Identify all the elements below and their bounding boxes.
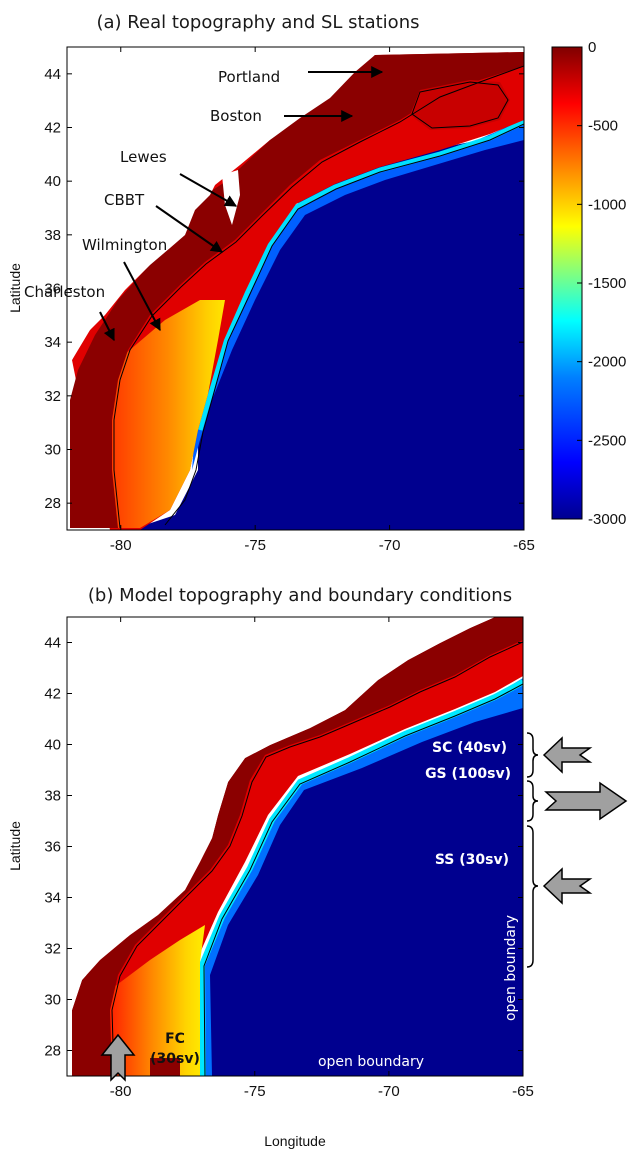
panel-b-x-tick-label: -80: [110, 1083, 132, 1100]
fc-inflow-zone: [150, 1058, 180, 1076]
panel-a-y-tick-label: 30: [44, 442, 61, 459]
bracket-sc: [526, 732, 539, 778]
panel-b-contour-shallow: [111, 641, 523, 1076]
panel-a-title: (a) Real topography and SL stations: [97, 12, 420, 33]
panel-b-x-axis: -80 -75 -70 -65: [110, 617, 534, 1100]
panel-b-y-tick-label: 44: [44, 635, 61, 652]
panel-a-x-tick-label: -65: [513, 537, 535, 554]
panel-b-shelf-south: [110, 925, 205, 1076]
panel-b-x-tick-label: -75: [244, 1083, 266, 1100]
station-arrow-wilmington: [123, 261, 161, 332]
panel-a-y-label: Latitude: [7, 263, 23, 313]
panel-a-gulf-of-maine: [410, 80, 510, 130]
open-boundary-label-east: open boundary: [503, 915, 519, 1021]
panel-a-x-axis: -80 -75 -70 -65: [110, 47, 535, 554]
colorbar-tick-label: -1000: [588, 196, 626, 213]
panel-b-contour-deep: [203, 683, 523, 1076]
bc-label-fc: FC: [165, 1031, 185, 1047]
station-label-portland: Portland: [218, 68, 280, 86]
panel-a-y-tick-label: 28: [44, 495, 61, 512]
panel-a-y-tick-label: 42: [44, 120, 61, 137]
panel-b-y-tick-label: 40: [44, 737, 61, 754]
panel-a-contour-deep: [164, 123, 524, 526]
panel-b-deep-ocean: [206, 680, 523, 1076]
panel-a-y-tick-label: 38: [44, 227, 61, 244]
panel-a-slope-edge: [197, 119, 524, 431]
panel-a-y-tick-label: 44: [44, 66, 61, 83]
panel-b-y-axis: 44 42 40 38 36 34 32 30 28: [44, 635, 523, 1060]
panel-b-y-tick-label: 42: [44, 686, 61, 703]
colorbar-ticks: 0 -500 -1000 -1500 -2000 -2500 -3000: [577, 39, 626, 528]
panel-b-x-tick-label: -65: [512, 1083, 534, 1100]
panel-b-y-tick-label: 34: [44, 890, 61, 907]
panel-b-y-tick-label: 30: [44, 992, 61, 1009]
panel-b-land-mask: [67, 617, 495, 1076]
bc-label-ss: SS (30sv): [435, 852, 509, 868]
panel-a-map: [67, 47, 524, 530]
gs-outflow-arrow: [544, 781, 628, 821]
panel-a-x-tick-label: -80: [110, 537, 132, 554]
panel-a-stations: Portland Boston Lewes CBBT Wilmington Ch…: [24, 66, 384, 342]
colorbar-tick-label: -500: [588, 118, 618, 135]
panel-a-x-tick-label: -70: [379, 537, 401, 554]
colorbar-tick-label: -1500: [588, 275, 626, 292]
colorbar-tick-label: -2500: [588, 432, 626, 449]
panel-b-title: (b) Model topography and boundary condit…: [88, 585, 512, 606]
station-label-wilmington: Wilmington: [82, 236, 167, 254]
bc-label-fc-flux: (30sv): [150, 1051, 200, 1067]
panel-a-land-mask: [67, 47, 380, 380]
fc-inflow-arrow: [100, 1033, 136, 1082]
colorbar-tick-label: -3000: [588, 511, 626, 528]
station-label-lewes: Lewes: [120, 148, 167, 166]
station-arrow-cbbt: [155, 205, 223, 253]
panel-a-y-axis: 44 42 40 38 36 34 32 30 28: [44, 66, 524, 512]
panel-b-x-tick-label: -70: [378, 1083, 400, 1100]
panel-a-y-tick-label: 40: [44, 173, 61, 190]
panel-a-deep-ocean: [130, 115, 524, 530]
panel-b-y-tick-label: 38: [44, 788, 61, 805]
panel-a-contour-shallow: [113, 65, 524, 529]
panel-a-x-tick-label: -75: [244, 537, 266, 554]
panel-a-contour-gom: [411, 81, 509, 129]
panel-b-x-label: Longitude: [264, 1133, 326, 1149]
station-arrow-lewes: [179, 173, 238, 207]
panel-b-y-label: Latitude: [7, 821, 23, 871]
panel-b-y-tick-label: 28: [44, 1043, 61, 1060]
sc-inflow-arrow: [542, 736, 593, 774]
panel-a-y-tick-label: 34: [44, 334, 61, 351]
panel-a-coastal-band: [70, 52, 524, 528]
station-label-charleston: Charleston: [24, 283, 105, 301]
panel-a-y-tick-label: 36: [44, 281, 61, 298]
station-label-boston: Boston: [210, 107, 262, 125]
panel-b-map: [67, 617, 523, 1076]
bc-label-gs: GS (100sv): [425, 766, 511, 782]
panel-b-slope-edge: [198, 679, 523, 1076]
colorbar-tick-label: -2000: [588, 354, 626, 371]
station-label-cbbt: CBBT: [104, 191, 145, 209]
panel-b-y-tick-label: 36: [44, 839, 61, 856]
panel-a-y-tick-label: 32: [44, 388, 61, 405]
station-arrow-charleston: [99, 311, 115, 342]
bracket-gs: [526, 780, 539, 822]
panel-b-y-tick-label: 32: [44, 941, 61, 958]
bracket-ss: [526, 825, 539, 968]
panel-a-slope: [192, 118, 524, 470]
colorbar-tick-label: 0: [588, 39, 596, 56]
panel-a-shelf-south: [112, 300, 225, 528]
bc-label-sc: SC (40sv): [432, 740, 507, 756]
ss-inflow-arrow: [542, 867, 593, 905]
open-boundary-label-south: open boundary: [318, 1054, 424, 1070]
